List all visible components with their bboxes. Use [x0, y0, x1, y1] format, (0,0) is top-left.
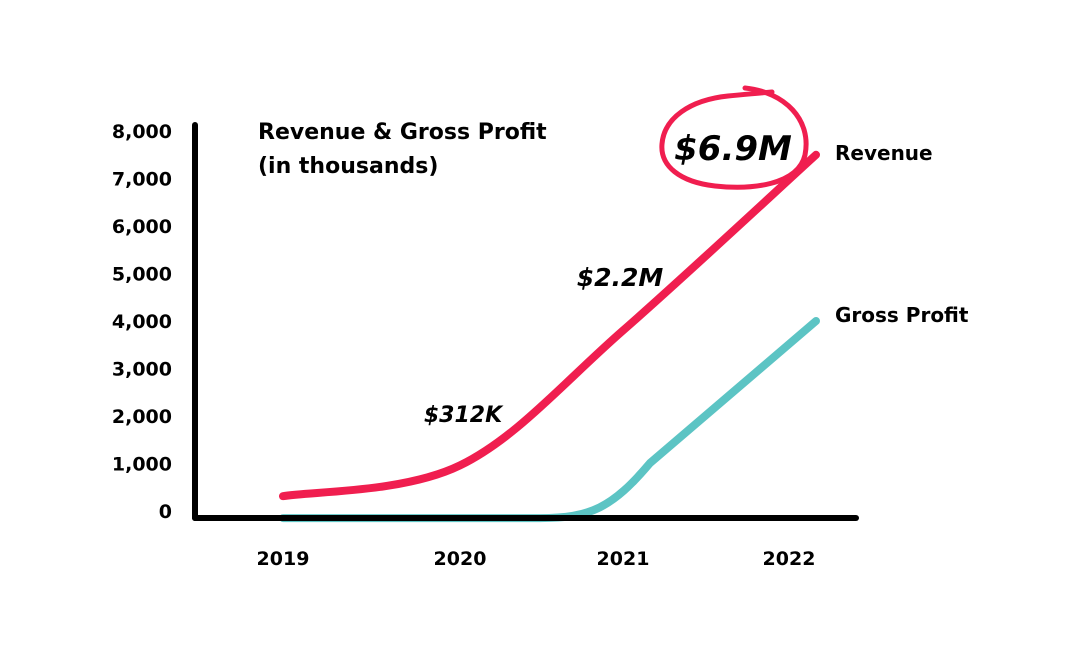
x-axis-ticks: 2019 2020 2021 2022 [257, 548, 816, 570]
x-tick-label: 2021 [597, 548, 650, 570]
x-tick-label: 2020 [434, 548, 487, 570]
series-label-revenue: Revenue [835, 141, 933, 165]
y-tick-label: 5,000 [112, 264, 172, 286]
annotation-312k: $312K [424, 403, 504, 428]
chart-subtitle: (in thousands) [258, 154, 438, 179]
annotations: $312K $2.2M $6.9M [424, 85, 809, 428]
y-axis-ticks: 0 1,000 2,000 3,000 4,000 5,000 6,000 7,000 8,00… [112, 121, 172, 523]
y-tick-label: 6,000 [112, 216, 172, 238]
annotation-2-2m: $2.2M [577, 263, 664, 292]
y-tick-label: 8,000 [112, 121, 172, 143]
annotation-6-9m: $6.9M [674, 129, 792, 169]
x-tick-label: 2022 [763, 548, 816, 570]
y-tick-label: 0 [159, 501, 172, 523]
y-tick-label: 2,000 [112, 406, 172, 428]
series-label-gross-profit: Gross Profit [835, 303, 969, 327]
highlight-circle [659, 85, 809, 190]
x-tick-label: 2019 [257, 548, 310, 570]
y-tick-label: 3,000 [112, 359, 172, 381]
chart-title: Revenue & Gross Profit [258, 120, 547, 145]
series-lines [279, 150, 820, 523]
y-tick-label: 7,000 [112, 169, 172, 191]
y-tick-label: 4,000 [112, 311, 172, 333]
y-tick-label: 1,000 [112, 454, 172, 476]
series-labels: Revenue Gross Profit [835, 141, 969, 327]
revenue-line [279, 150, 820, 501]
